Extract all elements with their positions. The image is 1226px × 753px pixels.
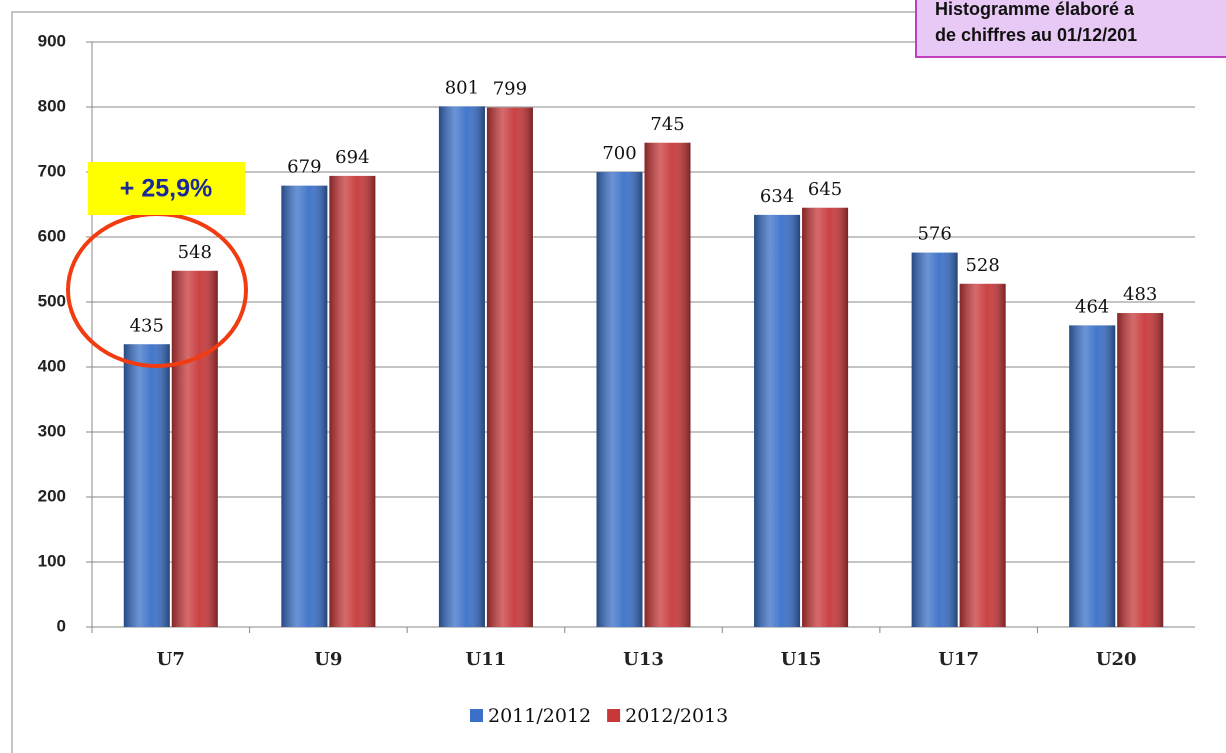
bar-shade (754, 214, 801, 627)
x-tick-label: U20 (1096, 649, 1137, 670)
data-label: 435 (130, 315, 164, 336)
bar-shade (123, 344, 170, 627)
y-tick-label: 300 (38, 421, 66, 440)
y-tick-label: 0 (57, 616, 66, 635)
x-tick-label: U17 (938, 649, 979, 670)
x-tick-label: U7 (157, 649, 185, 670)
data-label: 548 (178, 242, 212, 263)
legend-label: 2012/2013 (625, 705, 728, 727)
bar-shade (329, 175, 376, 627)
bar-shade (1117, 313, 1164, 627)
data-label: 483 (1123, 284, 1157, 305)
data-label: 464 (1075, 296, 1109, 317)
data-label: 528 (965, 255, 999, 276)
note-box (915, 0, 1226, 58)
x-tick-label: U15 (781, 649, 822, 670)
y-tick-label: 100 (38, 551, 66, 570)
data-label: 799 (493, 79, 527, 100)
bar-shade (486, 107, 533, 627)
y-tick-label: 800 (38, 96, 66, 115)
y-tick-label: 600 (38, 226, 66, 245)
bar-shade (644, 142, 691, 627)
y-tick-label: 900 (38, 31, 66, 50)
bar-shade (959, 283, 1006, 627)
data-label: 700 (602, 143, 636, 164)
data-label: 634 (760, 186, 794, 207)
bar-shade (802, 207, 849, 627)
x-tick-label: U11 (466, 649, 507, 670)
data-label: 576 (917, 224, 951, 245)
bar-shade (171, 270, 218, 627)
note-text: de chiffres au 01/12/201 (935, 25, 1137, 45)
bar-shade (1069, 325, 1116, 627)
x-tick-label: U13 (623, 649, 664, 670)
legend-swatch (470, 709, 483, 722)
annotation: + 25,9% (120, 175, 212, 203)
x-tick-label: U9 (314, 649, 342, 670)
data-label: 745 (650, 114, 684, 135)
legend-swatch (607, 709, 621, 722)
data-label: 694 (335, 147, 369, 168)
bar-shade (281, 185, 328, 627)
data-label: 679 (287, 157, 321, 178)
bar-shade (911, 252, 958, 627)
data-label: 645 (808, 179, 842, 200)
y-tick-label: 200 (38, 486, 66, 505)
y-tick-label: 500 (38, 291, 66, 310)
bar-shade (438, 106, 485, 628)
legend-label: 2011/2012 (488, 705, 591, 727)
data-label: 801 (445, 77, 479, 98)
bar-shade (596, 172, 643, 627)
chart-frame (11, 11, 1226, 753)
y-tick-label: 400 (38, 356, 66, 375)
annotation-box (88, 162, 245, 215)
y-tick-label: 700 (38, 161, 66, 180)
note-text: Histogramme élaboré a (935, 0, 1135, 19)
